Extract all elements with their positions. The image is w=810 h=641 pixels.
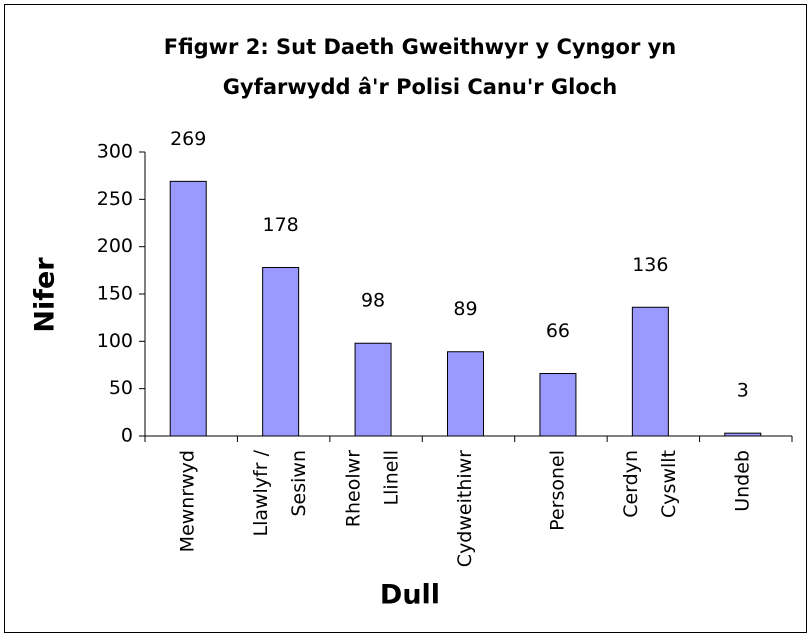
chart-title: Gyfarwydd â'r Polisi Canu'r Gloch [223, 75, 617, 99]
value-label: 66 [546, 320, 570, 342]
y-tick-label: 200 [97, 235, 133, 257]
y-tick-label: 150 [97, 283, 133, 305]
chart-title: Ffigwr 2: Sut Daeth Gweithwyr y Cyngor y… [164, 35, 677, 59]
y-axis-label: Nifer [30, 257, 61, 333]
x-tick-label: Undeb [731, 450, 753, 512]
y-tick-label: 50 [109, 377, 133, 399]
bar [539, 373, 577, 437]
x-tick-label: Llawlyfr / [250, 449, 272, 536]
bar [447, 351, 484, 437]
x-axis-label: Dull [380, 580, 440, 611]
bar [262, 266, 300, 437]
x-tick-label: Cydweithiwr [454, 450, 476, 567]
bar [169, 180, 207, 437]
chart-border [4, 4, 807, 633]
x-tick-label: Cerdyn [620, 450, 642, 518]
x-tick-label: Personel [546, 450, 568, 531]
x-tick-label: Cyswllt [658, 450, 680, 518]
x-tick-label: Llinell [381, 450, 403, 505]
value-label: 136 [632, 254, 668, 276]
y-tick-label: 0 [121, 425, 133, 447]
x-tick-label: Mewnrwyd [177, 450, 199, 552]
y-tick-label: 100 [97, 330, 133, 352]
y-tick-label: 250 [97, 188, 133, 210]
value-label: 269 [170, 128, 206, 150]
bar [631, 306, 669, 437]
x-tick-label: Sesiwn [288, 450, 310, 517]
y-tick-label: 300 [97, 141, 133, 163]
value-label: 89 [453, 298, 477, 320]
value-label: 3 [737, 380, 749, 402]
value-label: 178 [263, 214, 299, 236]
bar [354, 342, 392, 437]
value-label: 98 [361, 290, 385, 312]
bar [724, 432, 762, 437]
x-tick-label: Rheolwr [343, 450, 365, 527]
